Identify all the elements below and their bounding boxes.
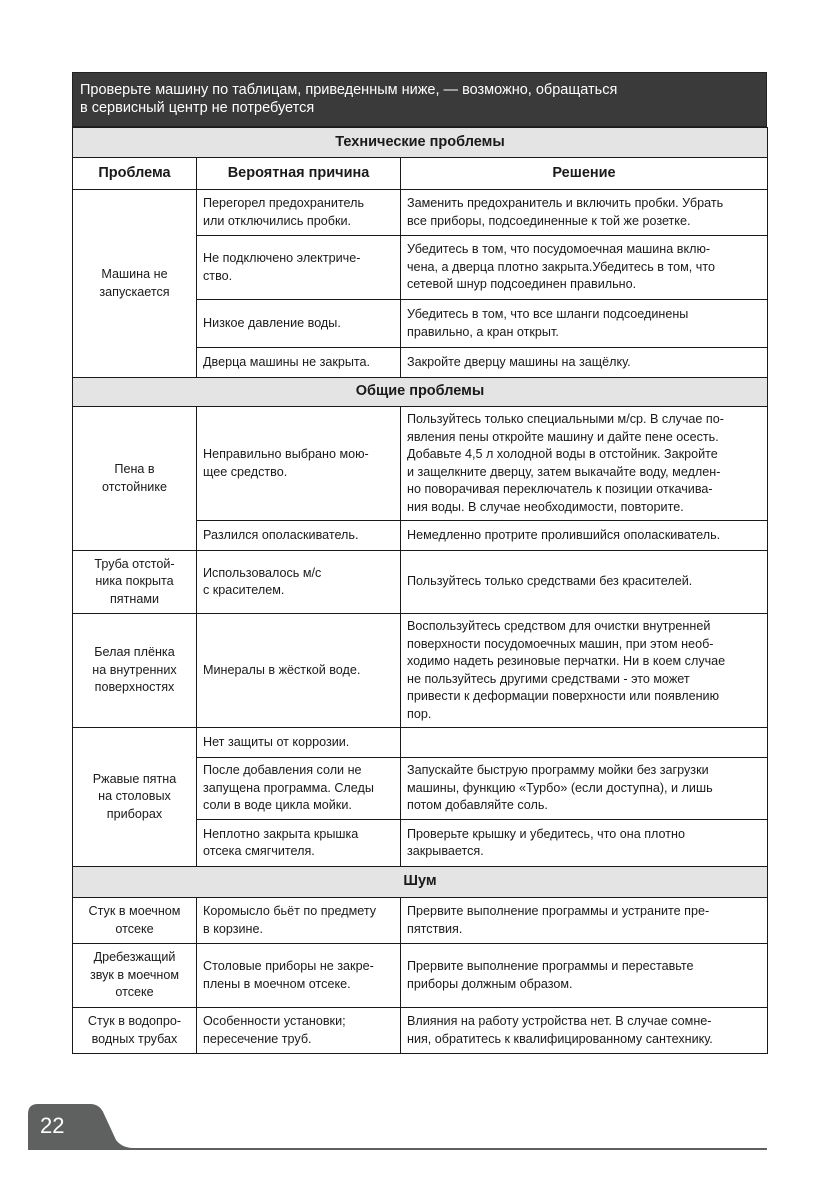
table-row: Низкое давление воды. Убедитесь в том, чт… — [73, 299, 768, 348]
problem-cell: Ржавые пятна на столовых приборах — [72, 727, 197, 867]
solution-cell: Пользуйтесь только специальными м/ср. В … — [400, 406, 768, 521]
problem-cell: Белая плёнка на внутренних поверхностях — [72, 613, 197, 728]
solution-cell: Проверьте крышку и убедитесь, что она пл… — [400, 819, 768, 867]
table-row: Машина не запускается Перегорел предохран… — [72, 189, 768, 378]
problem-cell: Стук в моечном отсеке — [72, 897, 197, 944]
page-number: 22 — [40, 1113, 65, 1138]
page-footer-shape — [28, 1104, 767, 1150]
solution-cell: Воспользуйтесь средством для очистки вну… — [400, 613, 768, 728]
column-header-problem: Проблема — [72, 157, 197, 190]
column-header-row: Проблема Вероятная причина Решение — [72, 157, 768, 190]
problem-cell: Дребезжащий звук в моечном отсеке — [72, 943, 197, 1008]
troubleshooting-table: Технические проблемы Проблема Вероятная пр… — [72, 127, 768, 1054]
solution-cell: Немедленно протрите пролившийся ополаски… — [400, 520, 768, 551]
table-row: Труба отстой- ника покрыта пятнами Исполь… — [72, 550, 768, 614]
problem-cell: Стук в водопро- водных трубах — [72, 1007, 197, 1054]
solution-cell: Заменить предохранитель и включить пробк… — [400, 189, 768, 236]
problem-cell: Труба отстой- ника покрыта пятнами — [72, 550, 197, 614]
solution-cell: Запускайте быструю программу мойки без з… — [400, 757, 768, 820]
table-row: Дребезжащий звук в моечном отсеке Столовы… — [72, 943, 768, 1008]
cause-cell: Перегорел предохранитель или отключились… — [196, 189, 401, 236]
cause-cell: Коромысло бьёт по предмету в корзине. — [196, 897, 401, 944]
section-title: Общие проблемы — [72, 377, 768, 407]
cause-cell: Столовые приборы не закре- плены в моечн… — [196, 943, 401, 1008]
cause-cell: Особенности установки; пересечение труб. — [196, 1007, 401, 1054]
page-number-tab: 22 — [28, 1104, 773, 1157]
column-header-solution: Решение — [400, 157, 768, 190]
table-row: Неплотно закрыта крышка отсека смягчител… — [73, 819, 768, 867]
solution-cell: Прервите выполнение программы и перестав… — [400, 943, 768, 1008]
cause-cell: После добавления соли не запущена програ… — [196, 757, 401, 820]
column-header-cause: Вероятная причина — [196, 157, 401, 190]
cause-cell: Неплотно закрыта крышка отсека смягчител… — [196, 819, 401, 867]
cause-cell: Не подключено электриче- ство. — [196, 235, 401, 300]
section-header-row: Технические проблемы — [72, 127, 768, 158]
table-row: Не подключено электриче- ство. Убедитесь … — [73, 235, 768, 300]
problem-cell: Машина не запускается — [72, 189, 197, 378]
solution-cell: Закройте дверцу машины на защёлку. — [400, 347, 768, 378]
solution-cell — [400, 727, 768, 758]
table-row: Белая плёнка на внутренних поверхностях М… — [72, 613, 768, 728]
cause-cell: Минералы в жёсткой воде. — [196, 613, 401, 728]
cause-cell: Использовалось м/с с красителем. — [196, 550, 401, 614]
solution-cell: Пользуйтесь только средствами без красит… — [400, 550, 768, 614]
table-row: Стук в водопро- водных трубах Особенности… — [72, 1007, 768, 1054]
solution-cell: Влияния на работу устройства нет. В случ… — [400, 1007, 768, 1054]
table-row: Пена в отстойнике Неправильно выбрано мою… — [72, 406, 768, 551]
cause-cell: Дверца машины не закрыта. — [196, 347, 401, 378]
section-header-row: Шум — [72, 866, 768, 898]
cause-cell: Низкое давление воды. — [196, 299, 401, 348]
solution-cell: Убедитесь в том, что посудомоечная машин… — [400, 235, 768, 300]
intro-banner: Проверьте машину по таблицам, приведенны… — [72, 72, 767, 127]
section-title: Технические проблемы — [72, 127, 768, 158]
problem-cell: Пена в отстойнике — [72, 406, 197, 551]
table-row: Стук в моечном отсеке Коромысло бьёт по п… — [72, 897, 768, 944]
solution-cell: Убедитесь в том, что все шланги подсоеди… — [400, 299, 768, 348]
table-row: Ржавые пятна на столовых приборах Нет защ… — [72, 727, 768, 867]
cause-cell: Нет защиты от коррозии. — [196, 727, 401, 758]
cause-cell: Неправильно выбрано мою- щее средство. — [196, 406, 401, 521]
troubleshooting-table-container: Проверьте машину по таблицам, приведенны… — [72, 72, 768, 1054]
cause-cell: Разлился ополаскиватель. — [196, 520, 401, 551]
section-title: Шум — [72, 866, 768, 898]
section-header-row: Общие проблемы — [72, 377, 768, 407]
solution-cell: Прервите выполнение программы и устранит… — [400, 897, 768, 944]
